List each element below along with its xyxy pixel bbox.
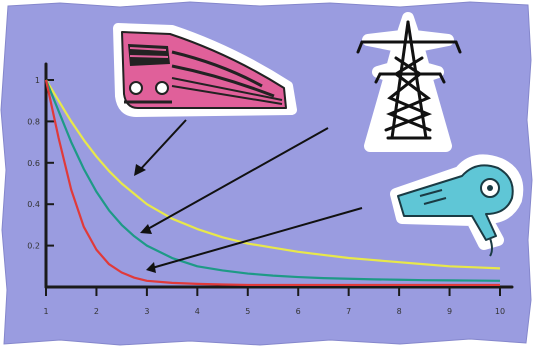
x-tick-label: 8 <box>397 307 402 316</box>
x-tick-label: 6 <box>296 307 301 316</box>
x-tick-label: 5 <box>245 307 250 316</box>
y-tick-label: 0.4 <box>27 200 40 209</box>
y-tick-label: 0.2 <box>27 242 40 251</box>
pylon-arrow <box>140 127 329 234</box>
x-tick-label: 7 <box>346 307 351 316</box>
x-tick-label: 9 <box>447 307 452 316</box>
annotation-arrows <box>134 119 363 273</box>
pylon-icon <box>356 12 462 152</box>
hair-dryer-arrow <box>146 207 363 273</box>
y-tick-label: 0.6 <box>27 159 40 168</box>
x-tick-label: 1 <box>43 307 48 316</box>
yellow-curve-line <box>45 79 501 270</box>
x-tick-label: 3 <box>144 307 149 316</box>
plot-area: 0.2 0.4 0.6 0.8 1 1 2 3 4 5 6 7 8 9 10 <box>27 62 514 316</box>
y-tick-label: 1 <box>35 76 40 85</box>
hair-dryer-icon <box>390 154 524 257</box>
green-curve-line <box>44 79 501 282</box>
x-tick-label: 10 <box>495 307 505 316</box>
red-curve-line <box>44 79 500 287</box>
train-icon <box>113 23 297 117</box>
x-tick-label: 4 <box>195 307 200 316</box>
y-tick-label: 0.8 <box>27 117 40 126</box>
train-arrow <box>134 119 187 176</box>
y-axis-ticks: 0.2 0.4 0.6 0.8 1 <box>27 76 54 251</box>
x-tick-label: 2 <box>94 307 99 316</box>
curves <box>44 79 501 287</box>
x-axis-ticks: 1 2 3 4 5 6 7 8 9 10 <box>43 287 505 316</box>
